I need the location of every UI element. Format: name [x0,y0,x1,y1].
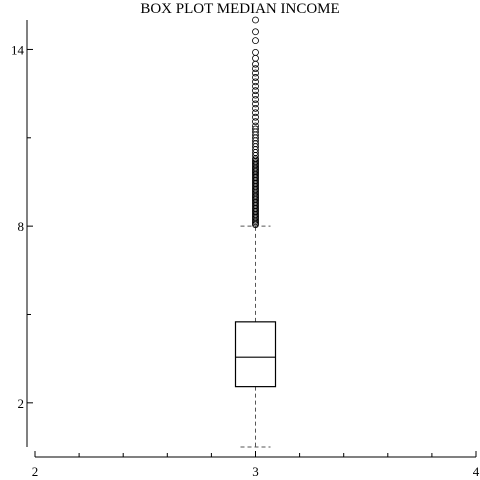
outlier-point [252,91,259,99]
outlier-points [252,16,259,229]
outlier-point [252,78,259,86]
outlier-point [252,37,259,45]
outlier-point [252,74,259,81]
outlier-point [252,100,259,108]
outlier-point [252,48,259,56]
outlier-point [252,65,259,72]
outlier-point [252,109,259,117]
outlier-point [252,125,259,133]
x-tick-label: 4 [473,464,480,479]
y-tick-label: 8 [18,219,25,234]
outlier-point [252,87,259,95]
box-iqr [234,321,277,388]
y-tick-label: 14 [11,42,25,57]
outlier-point [252,16,259,24]
outlier-point [252,28,259,36]
outlier-point [252,54,259,62]
x-tick-label: 2 [32,464,39,479]
outlier-point [252,69,259,77]
box-group [234,225,277,448]
outlier-point [252,122,259,130]
y-tick-label: 2 [18,396,25,411]
outlier-point [252,82,259,90]
axes: 2 8 14 2 3 4 [11,20,480,479]
outlier-point [252,118,259,125]
x-tick-label: 3 [252,464,259,479]
outlier-point [252,113,259,121]
outlier-point [252,96,259,103]
outlier-point [252,60,259,68]
chart-title: BOX PLOT MEDIAN INCOME [140,1,339,17]
outlier-point [252,104,259,112]
